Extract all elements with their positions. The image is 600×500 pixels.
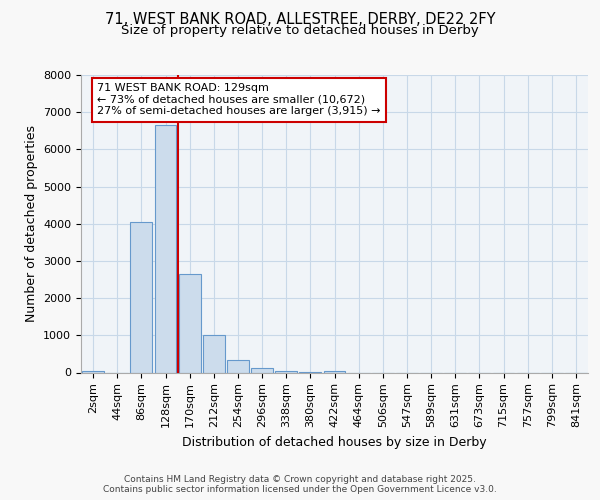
Y-axis label: Number of detached properties: Number of detached properties	[25, 125, 38, 322]
Bar	[179, 274, 200, 372]
Bar	[227, 360, 249, 372]
Bar	[323, 371, 346, 372]
Bar	[203, 336, 224, 372]
Bar	[155, 125, 176, 372]
Text: Contains HM Land Registry data © Crown copyright and database right 2025.
Contai: Contains HM Land Registry data © Crown c…	[103, 474, 497, 494]
Bar	[130, 222, 152, 372]
Bar	[251, 368, 273, 372]
Text: 71 WEST BANK ROAD: 129sqm
← 73% of detached houses are smaller (10,672)
27% of s: 71 WEST BANK ROAD: 129sqm ← 73% of detac…	[97, 83, 381, 116]
Text: 71, WEST BANK ROAD, ALLESTREE, DERBY, DE22 2FY: 71, WEST BANK ROAD, ALLESTREE, DERBY, DE…	[105, 12, 495, 28]
X-axis label: Distribution of detached houses by size in Derby: Distribution of detached houses by size …	[182, 436, 487, 448]
Text: Size of property relative to detached houses in Derby: Size of property relative to detached ho…	[121, 24, 479, 37]
Bar	[82, 370, 104, 372]
